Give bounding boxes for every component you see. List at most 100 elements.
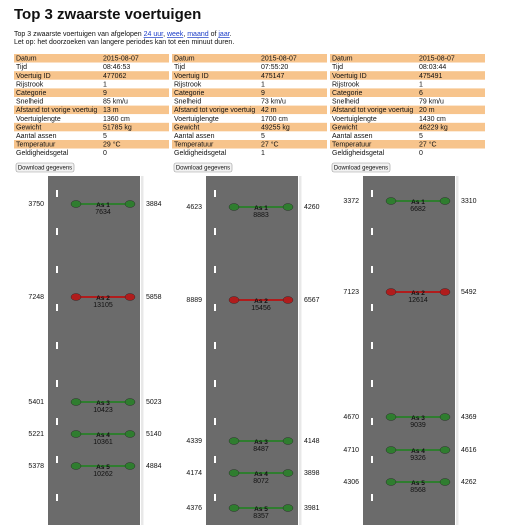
- button-label[interactable]: Download gegevens: [334, 166, 388, 172]
- axle-name: As 2: [411, 290, 425, 297]
- table-row: [330, 62, 485, 72]
- lane-mark: [371, 228, 373, 235]
- right-load: 3898: [304, 470, 320, 477]
- row-label: Rijstrook: [332, 81, 360, 88]
- axle-name: As 2: [96, 295, 110, 302]
- button-label[interactable]: Download gegevens: [176, 166, 230, 172]
- table-row: [14, 62, 169, 72]
- table-row: [172, 122, 327, 132]
- left-load: 5378: [28, 463, 44, 470]
- axle-name: As 2: [254, 298, 268, 305]
- row-label: Categorie: [332, 90, 362, 97]
- row-label: Geldigheidsgetal: [332, 150, 385, 157]
- title: Top 3 zwaarste voertuigen: [14, 6, 201, 23]
- row-value: 08:46:53: [103, 64, 130, 71]
- wheel: [439, 288, 451, 296]
- row-value: 73 km/u: [261, 99, 286, 106]
- link[interactable]: week: [166, 31, 184, 38]
- download-button[interactable]: [15, 162, 75, 173]
- lane-mark: [56, 266, 58, 273]
- row-value: 08:03:44: [419, 64, 446, 71]
- row-label: Datum: [16, 56, 37, 63]
- right-load: 3884: [146, 201, 162, 208]
- row-label: Temperatuur: [332, 142, 372, 149]
- left-load: 3372: [343, 198, 359, 205]
- row-value: 1430 cm: [419, 116, 446, 123]
- wheel: [124, 293, 136, 301]
- link[interactable]: maand: [187, 31, 209, 38]
- table-row: [330, 97, 485, 106]
- row-value: 46229 kg: [419, 124, 448, 131]
- row-label: Tijd: [16, 64, 27, 71]
- row-value: 475147: [261, 73, 284, 80]
- lane-mark: [371, 342, 373, 349]
- link[interactable]: 24 uur: [144, 31, 165, 38]
- row-value: 9: [103, 90, 107, 97]
- row-label: Snelheid: [332, 99, 359, 106]
- left-load: 4174: [186, 470, 202, 477]
- axle: [76, 401, 130, 403]
- download-button[interactable]: [173, 162, 233, 173]
- row-value: 5: [419, 133, 423, 140]
- row-value: 9: [261, 90, 265, 97]
- table-row: [330, 105, 485, 115]
- row-label: Geldigheidsgetal: [174, 150, 227, 157]
- row-label: Temperatuur: [16, 142, 56, 149]
- lane-mark: [371, 190, 373, 197]
- wheel: [70, 430, 82, 438]
- row-label: Voertuig ID: [174, 73, 209, 80]
- left-load: 4710: [343, 447, 359, 454]
- axle: [76, 465, 130, 467]
- road-edge: [141, 176, 144, 525]
- axle-name: As 4: [96, 432, 110, 439]
- lane-mark: [371, 380, 373, 387]
- row-value: 1: [261, 81, 265, 88]
- axle-weight: 6682: [410, 206, 426, 213]
- row-label: Voertuig ID: [16, 73, 51, 80]
- road-edge: [299, 176, 302, 525]
- row-value: 477062: [103, 73, 126, 80]
- axle-weight: 8883: [253, 212, 269, 219]
- wheel: [439, 413, 451, 421]
- table-row: [172, 79, 327, 89]
- row-value: 85 km/u: [103, 99, 128, 106]
- axle-name: As 5: [254, 506, 268, 513]
- button-label[interactable]: Download gegevens: [18, 166, 72, 172]
- link[interactable]: jaar: [217, 31, 230, 38]
- lane-mark: [56, 304, 58, 311]
- left-load: 8889: [186, 297, 202, 304]
- sep: ,: [183, 31, 185, 38]
- axle-weight: 8568: [410, 487, 426, 494]
- table-row: [330, 114, 485, 123]
- table-row: [14, 54, 169, 63]
- sep: .: [230, 31, 232, 38]
- wheel: [385, 478, 397, 486]
- row-label: Voertuiglengte: [174, 116, 219, 123]
- row-value: 42 m: [261, 107, 277, 114]
- left-load: 5401: [28, 399, 44, 406]
- axle-name: As 4: [411, 448, 425, 455]
- left-load: 4623: [186, 204, 202, 211]
- table-row: [14, 140, 169, 149]
- table-row: [14, 79, 169, 89]
- row-value: 29 °C: [103, 141, 121, 149]
- axle-weight: 9326: [410, 455, 426, 462]
- wheel: [439, 478, 451, 486]
- row-label: Gewicht: [174, 124, 199, 131]
- row-label: Voertuiglengte: [332, 116, 377, 123]
- lane-mark: [214, 190, 216, 197]
- axle-name: As 1: [411, 199, 425, 206]
- axle-name: As 3: [96, 400, 110, 407]
- row-label: Snelheid: [174, 99, 201, 106]
- table-row: [330, 122, 485, 132]
- row-value: 1: [103, 81, 107, 88]
- table-row: [14, 88, 169, 97]
- row-label: Afstand tot vorige voertuig: [332, 107, 413, 114]
- lane-mark: [371, 266, 373, 273]
- row-value: 07:55:20: [261, 64, 288, 71]
- download-button[interactable]: [331, 162, 391, 173]
- axle: [76, 203, 130, 205]
- row-value: 2015-08-07: [261, 56, 297, 63]
- axle-weight: 10423: [93, 407, 113, 414]
- right-load: 5492: [461, 289, 477, 296]
